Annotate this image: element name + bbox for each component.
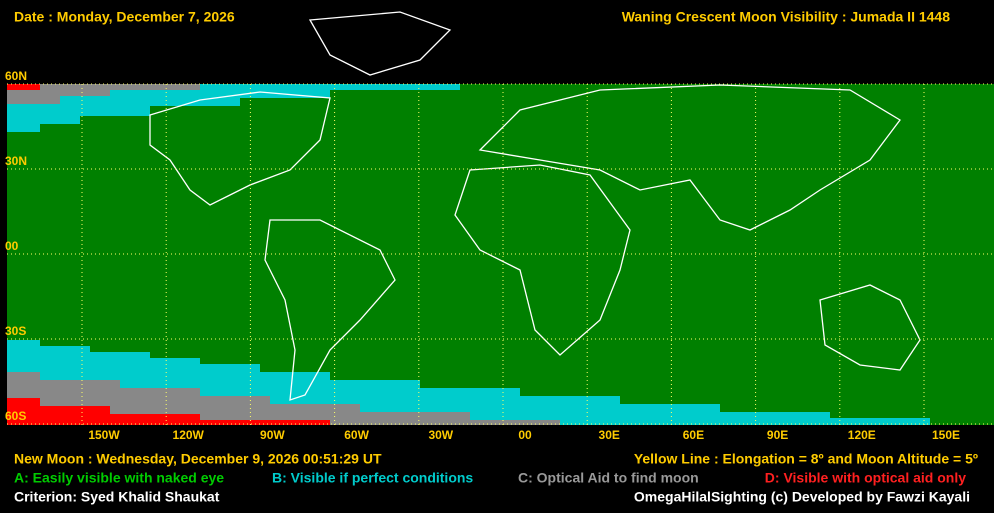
longitude-label: 60W [344, 428, 369, 442]
longitude-label: 90E [767, 428, 788, 442]
visibility-zone-d [7, 398, 330, 425]
legend-b: B: Visible if perfect conditions [272, 470, 473, 486]
visibility-zone-c [7, 84, 200, 104]
longitude-label: 60E [683, 428, 704, 442]
coastlines [149, 11, 921, 401]
longitude-label: 120E [848, 428, 876, 442]
graticule-labels: 60N 30N 00 30S 60S 150W 120W 90W 60W 30W 00 30E 60E 9… [5, 69, 960, 442]
longitude-label: 150W [88, 428, 120, 442]
visibility-zone-d [7, 84, 40, 90]
latitude-label: 30N [5, 154, 27, 168]
criterion: Criterion: Syed Khalid Shaukat [14, 489, 220, 505]
new-moon: New Moon : Wednesday, December 9, 2026 0… [14, 451, 382, 467]
title: Waning Crescent Moon Visibility : Jumada… [622, 9, 951, 25]
legend-a: A: Easily visible with naked eye [14, 470, 224, 486]
latitude-label: 30S [5, 324, 26, 338]
visibility-zone-c [7, 372, 560, 425]
longitude-label: 150E [932, 428, 960, 442]
date: Date : Monday, December 7, 2026 [14, 9, 235, 25]
visibility-zone-b [7, 84, 460, 132]
legend-c: C: Optical Aid to find moon [518, 470, 699, 486]
longitude-label: 00 [518, 428, 532, 442]
latitude-label: 60N [5, 69, 27, 83]
longitude-label: 120W [173, 428, 205, 442]
longitude-label: 30W [428, 428, 453, 442]
credit: OmegaHilalSighting (c) Developed by Fawz… [634, 489, 970, 505]
legend-d: D: Visible with optical aid only [765, 470, 966, 486]
longitude-label: 90W [260, 428, 285, 442]
latitude-label: 00 [5, 239, 19, 253]
latitude-label: 60S [5, 409, 26, 423]
longitude-label: 30E [599, 428, 620, 442]
yellow-line-note: Yellow Line : Elongation = 8º and Moon A… [634, 451, 978, 467]
graticule [7, 83, 994, 425]
